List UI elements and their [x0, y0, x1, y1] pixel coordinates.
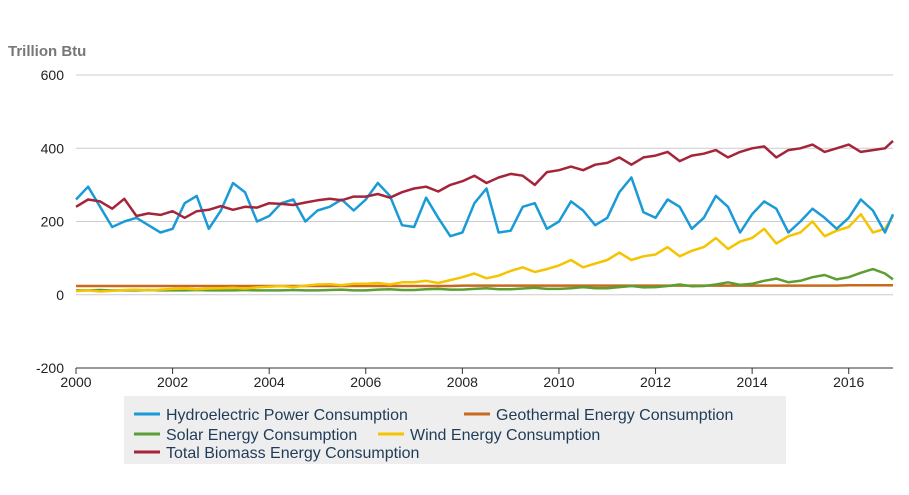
- x-tick-label: 2012: [640, 374, 671, 390]
- legend-box: [124, 396, 786, 464]
- x-tick-label: 2014: [737, 374, 768, 390]
- x-tick-label: 2010: [543, 374, 574, 390]
- series-line-geothermal-energy-consumption: [76, 283, 893, 288]
- legend-item-label: Hydroelectric Power Consumption: [166, 407, 408, 424]
- y-axis-unit-label: Trillion Btu: [8, 43, 86, 60]
- x-tick-label: 2016: [833, 374, 864, 390]
- x-tick-label: 2004: [254, 374, 285, 390]
- legend-item-label: Wind Energy Consumption: [410, 427, 600, 444]
- y-tick-label: 0: [56, 287, 64, 303]
- series-line-wind-energy-consumption: [75, 212, 895, 293]
- grid: [76, 74, 893, 296]
- series-line-total-biomass-energy-consumption: [75, 139, 894, 220]
- y-tick-label: 400: [41, 140, 65, 156]
- y-tick-label: -200: [36, 360, 64, 376]
- legend-item-label: Geothermal Energy Consumption: [496, 407, 733, 424]
- x-tick-label: 2008: [447, 374, 478, 390]
- x-tick-label: 2006: [350, 374, 381, 390]
- series-line-hydroelectric-power-consumption: [75, 176, 895, 238]
- y-tick-label: 600: [41, 67, 65, 83]
- legend: Hydroelectric Power Consumption Geotherma…: [124, 396, 786, 464]
- series-line-solar-energy-consumption: [76, 267, 894, 292]
- x-tick-label: 2002: [157, 374, 188, 390]
- y-tick-label: 200: [41, 214, 65, 230]
- y-axis-ticks: -200 0 200 400 600: [36, 67, 64, 376]
- legend-item-label: Total Biomass Energy Consumption: [166, 445, 419, 462]
- series-lines: [75, 139, 895, 293]
- x-tick-label: 2000: [60, 374, 91, 390]
- legend-item-label: Solar Energy Consumption: [166, 427, 357, 444]
- x-axis: 2000 2002 2004 2006 2008 2010 2012 2014 2016: [60, 367, 893, 390]
